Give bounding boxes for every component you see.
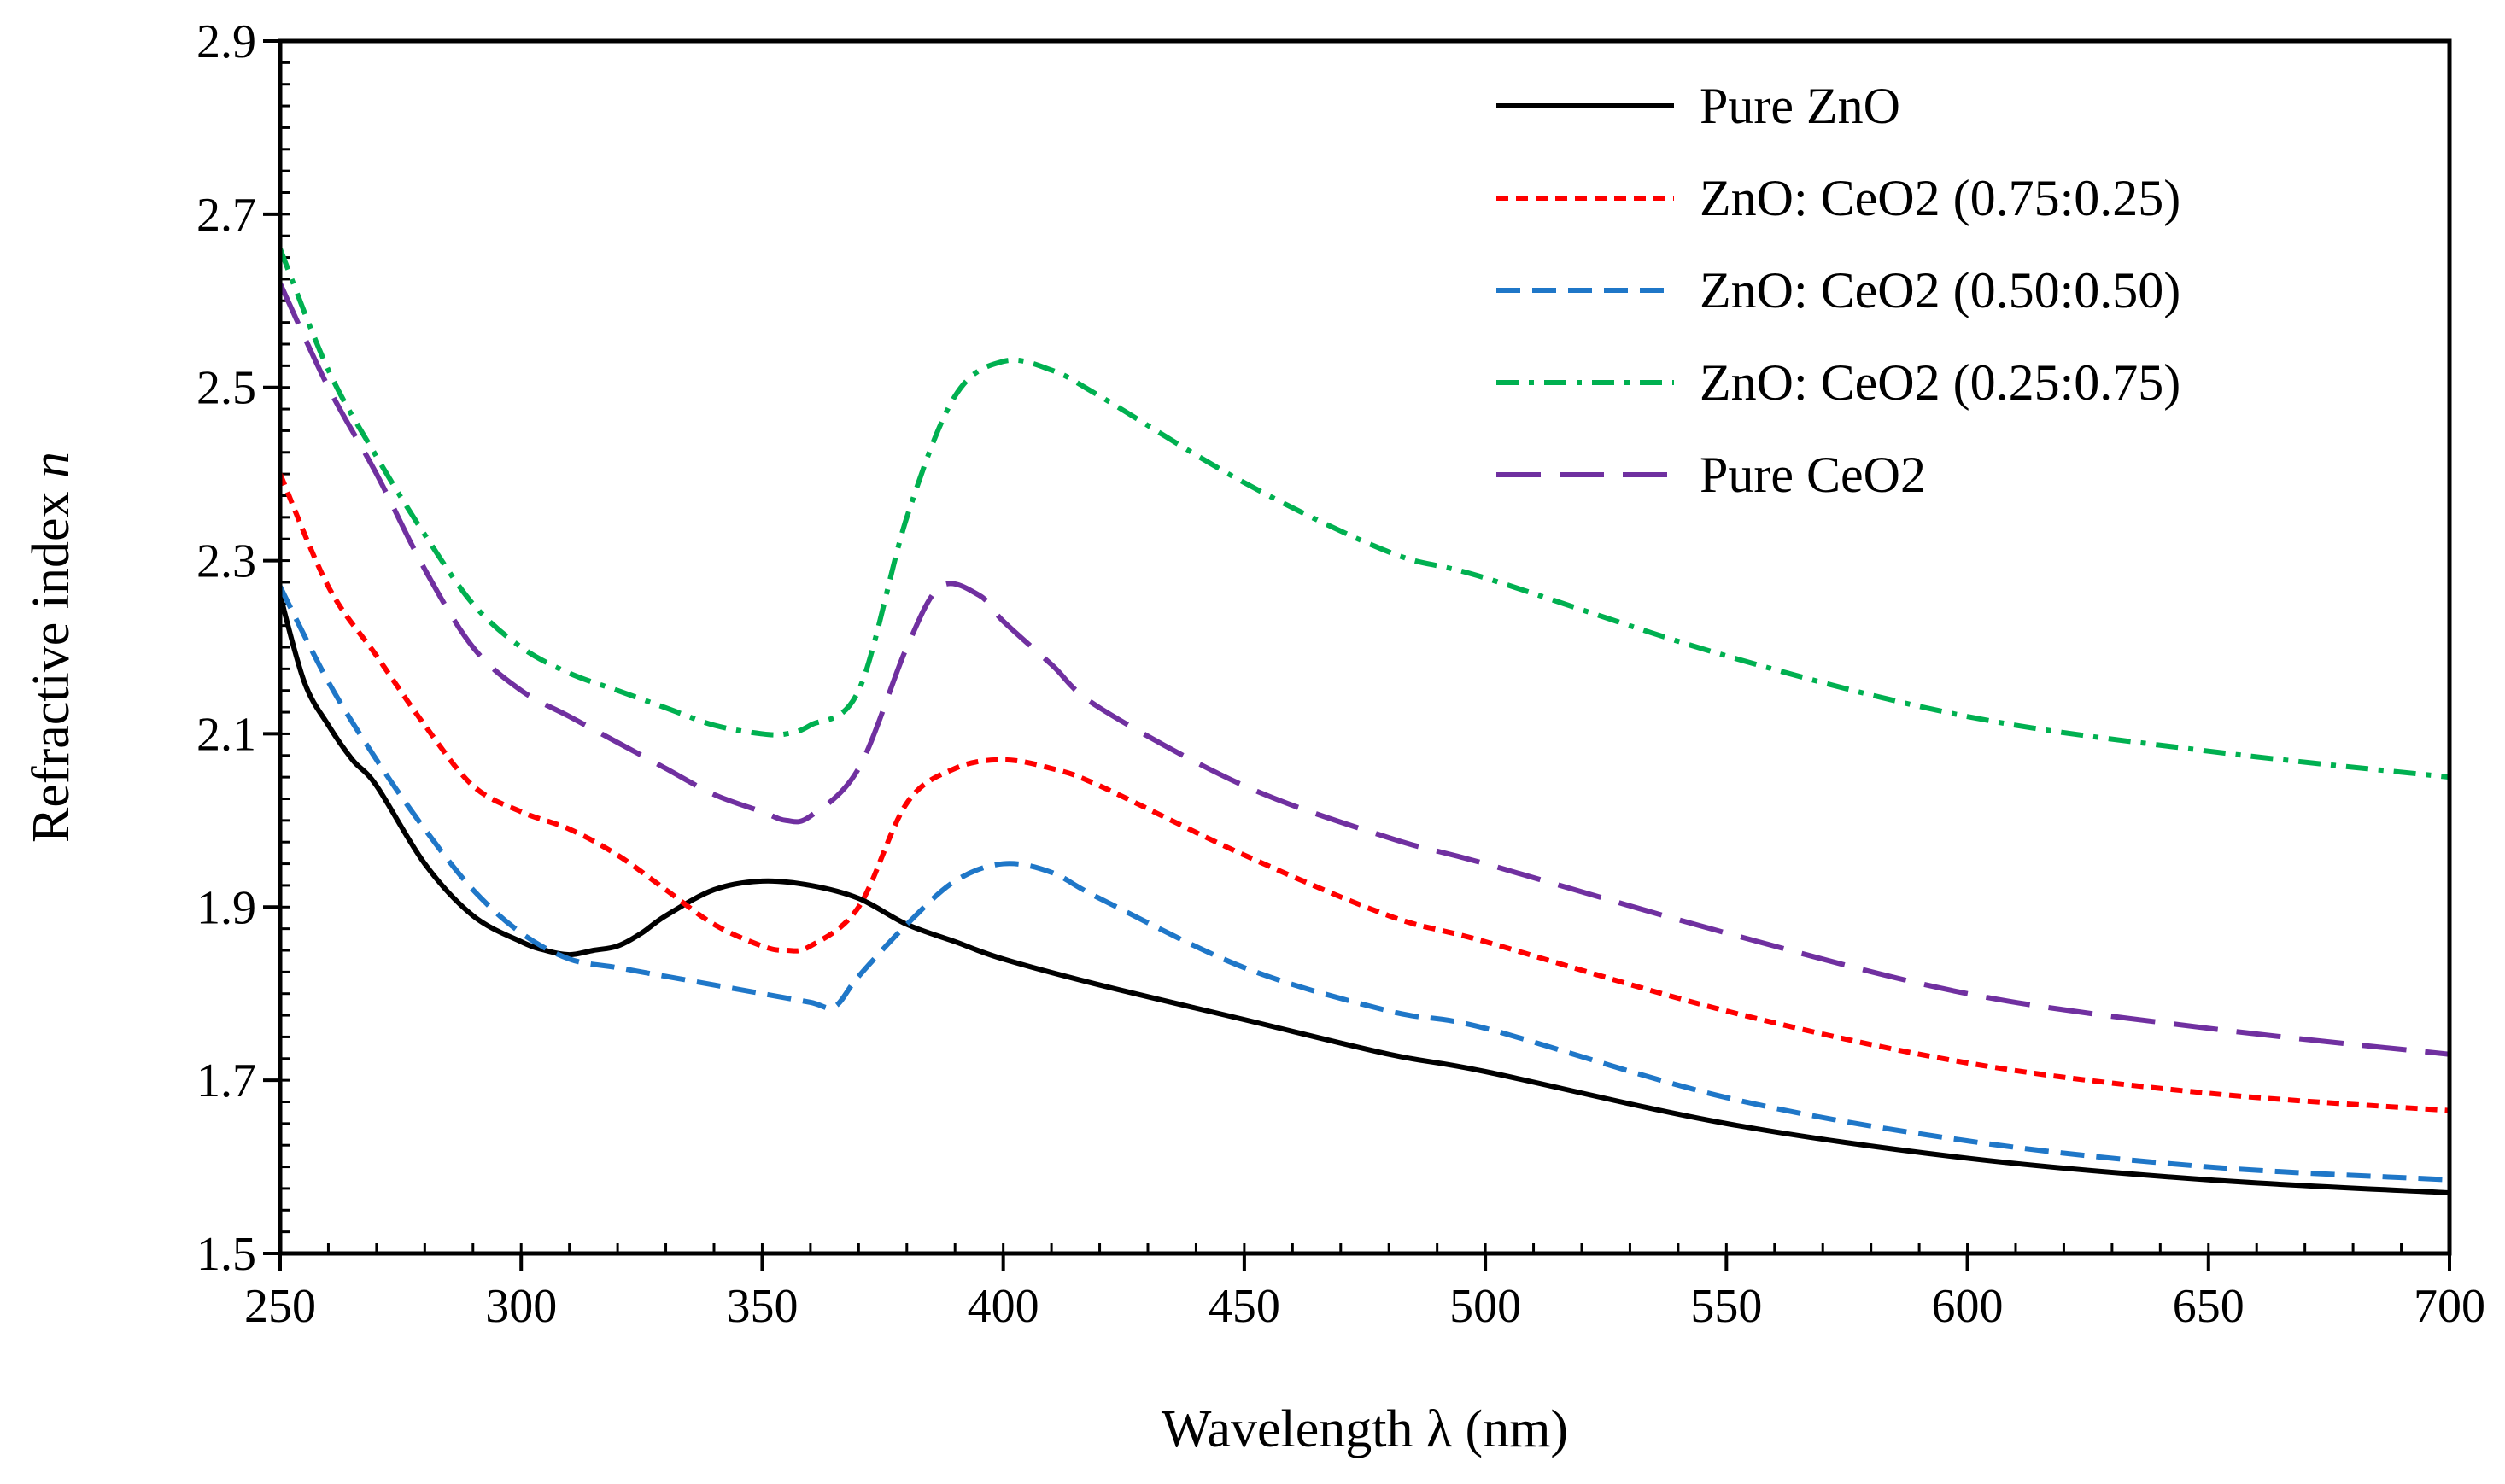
x-tick-label: 550 [1690,1280,1762,1333]
y-tick-label: 2.3 [196,535,256,588]
y-axis-title: Refractive index n [22,452,80,843]
x-tick-label: 350 [726,1280,798,1333]
y-axis-title-main: Refractive index [22,478,80,843]
y-tick-label: 1.7 [196,1055,256,1107]
x-tick-label: 500 [1449,1280,1521,1333]
y-axis-title-variable: n [22,452,80,478]
series-line-zno-ceo2-0-75-0-25 [278,472,2450,1113]
legend: Pure ZnO ZnO: CeO2 (0.75:0.25) ZnO: CeO2 (… [1496,78,2180,503]
series-line-zno-ceo2-0-25-0-75 [278,248,2450,780]
y-tick-label: 2.9 [196,15,256,68]
legend-label-pure-ceo2: Pure CeO2 [1700,447,1926,503]
series-line-pure-zno [278,594,2450,1195]
y-tick-label: 1.5 [196,1228,256,1281]
x-tick-labels: 250 300 350 400 450 500 550 600 650 700 [244,1280,2485,1333]
x-tick-label: 300 [485,1280,557,1333]
x-tick-label: 450 [1209,1280,1280,1333]
x-tick-label: 400 [968,1280,1039,1333]
x-tick-label: 700 [2414,1280,2485,1333]
y-tick-labels: 1.5 1.7 1.9 2.1 2.3 2.5 2.7 2.9 [196,15,256,1281]
series-line-pure-ceo2 [278,282,2450,1057]
legend-label-zno-ceo2-0-75-0-25: ZnO: CeO2 (0.75:0.25) [1700,170,2180,226]
x-tick-label: 250 [244,1280,316,1333]
legend-label-pure-zno: Pure ZnO [1700,78,1900,134]
x-tick-label: 600 [1932,1280,2004,1333]
series-layer [278,248,2450,1195]
plot-frame [278,38,2452,1256]
legend-label-zno-ceo2-0-50-0-50: ZnO: CeO2 (0.50:0.50) [1700,262,2180,318]
series-line-zno-ceo2-0-50-0-50 [278,585,2450,1183]
y-tick-label: 2.7 [196,189,256,242]
y-tick-label: 2.1 [196,708,256,761]
x-tick-label: 650 [2173,1280,2245,1333]
legend-label-zno-ceo2-0-25-0-75: ZnO: CeO2 (0.25:0.75) [1700,354,2180,411]
y-major-ticks [263,39,280,1255]
y-tick-label: 1.9 [196,881,256,934]
x-major-ticks [278,1253,2451,1271]
y-tick-label: 2.5 [196,362,256,415]
x-axis-title: Wavelength λ (nm) [1162,1400,1568,1458]
